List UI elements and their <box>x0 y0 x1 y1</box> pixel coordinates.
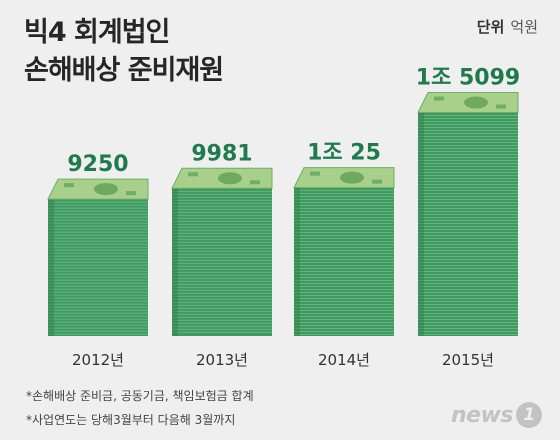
bar-body <box>294 187 394 336</box>
category-label: 2013년 <box>196 351 248 369</box>
category-label: 2012년 <box>72 351 124 369</box>
bill-portrait <box>218 172 242 185</box>
value-label: 1조 5099 <box>416 66 520 91</box>
bar-body <box>418 112 518 337</box>
unit-label: 단위 <box>476 18 505 36</box>
title-line-2: 손해배상 준비재원 <box>24 55 224 86</box>
bill-corner-mark <box>126 191 136 196</box>
news1-logo: news 1 <box>451 402 542 428</box>
footnote-1: *손해배상 준비금, 공동기금, 책임보험금 합계 <box>26 389 254 403</box>
chart-title: 빅4 회계법인 손해배상 준비재원 <box>24 14 224 90</box>
bar-side-shade <box>418 112 424 337</box>
title-line-1: 빅4 회계법인 <box>24 17 170 48</box>
bill-corner-mark <box>372 179 382 184</box>
bar-4 <box>417 92 519 337</box>
unit-value: 억원 <box>510 18 538 36</box>
footnote-2: *사업연도는 당해3월부터 다음해 3월까지 <box>26 413 236 427</box>
logo-text: news <box>450 402 514 428</box>
bill-corner-mark <box>64 183 74 188</box>
bill-corner-mark <box>188 172 198 177</box>
bill-corner-mark <box>496 104 506 109</box>
value-label: 9981 <box>191 141 252 166</box>
bill-portrait <box>340 171 364 184</box>
bar-2 <box>171 167 273 336</box>
unit-note: 단위 억원 <box>477 16 538 37</box>
category-label: 2014년 <box>318 351 370 369</box>
bill-portrait <box>94 183 118 196</box>
value-label: 9250 <box>67 152 128 177</box>
bill-portrait <box>464 96 488 109</box>
footnotes: *손해배상 준비금, 공동기금, 책임보험금 합계 *사업연도는 당해3월부터 … <box>26 384 254 432</box>
bar-body <box>48 199 148 336</box>
bill-corner-mark <box>434 96 444 101</box>
value-label: 1조 25 <box>307 141 381 166</box>
bar-3 <box>293 167 395 336</box>
category-label: 2015년 <box>442 351 494 369</box>
bill-corner-mark <box>310 171 320 176</box>
bar-side-shade <box>48 199 54 336</box>
bar-side-shade <box>172 188 178 336</box>
bar-1 <box>47 178 149 336</box>
bar-body <box>172 188 272 336</box>
bar-side-shade <box>294 187 300 336</box>
bill-corner-mark <box>250 180 260 185</box>
logo-badge: 1 <box>516 402 542 428</box>
